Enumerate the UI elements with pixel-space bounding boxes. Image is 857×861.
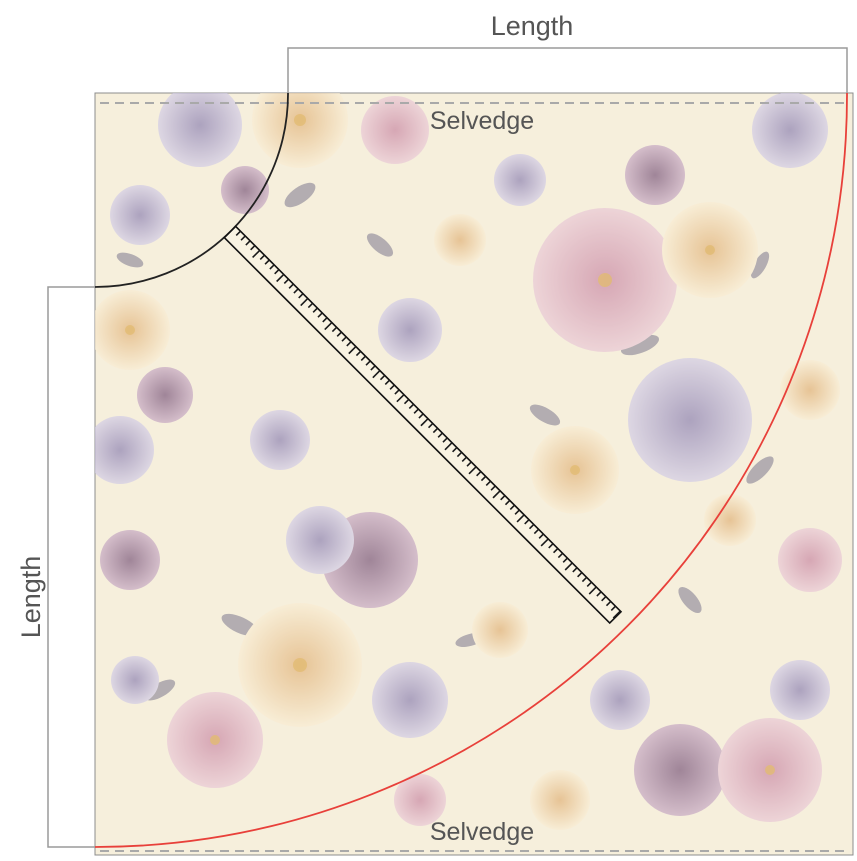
ruler-tick (259, 254, 266, 261)
ruler-tick (427, 422, 434, 429)
ruler-tick (538, 533, 544, 539)
ruler-tick (466, 461, 472, 467)
ruler-tick (485, 480, 492, 486)
ruler-tick (581, 576, 588, 583)
ruler-tick (601, 596, 607, 602)
top-length-bracket (287, 47, 848, 93)
ruler-tick (274, 269, 280, 275)
ruler-tick (336, 331, 343, 337)
left-length-bracket (47, 286, 95, 848)
ruler-tick (403, 398, 410, 405)
ruler-tick (553, 547, 559, 554)
ruler-tick (408, 403, 415, 410)
ruler-tick (588, 586, 597, 595)
ruler-ticks (235, 230, 621, 619)
ruler-tick (492, 490, 501, 499)
ruler-tick (442, 437, 448, 443)
ruler-tick (564, 562, 573, 571)
left-length-label: Length (16, 556, 46, 639)
ruler-tick (557, 552, 564, 559)
ruler-tick (348, 345, 357, 355)
ruler-tick (476, 471, 482, 477)
ruler-tick (548, 543, 554, 549)
ruler-tick (252, 249, 261, 259)
ruler-tick (307, 302, 314, 309)
ruler-tick (394, 389, 400, 395)
ruler-tick (480, 475, 487, 482)
ruler-tick (413, 408, 419, 414)
ruler-tick (577, 571, 583, 578)
ruler-tick (586, 581, 593, 587)
ruler-tick (610, 605, 617, 612)
ruler-tick (418, 413, 424, 419)
ruler-tick (250, 245, 256, 251)
ruler-tick (346, 341, 352, 347)
ruler-tick (516, 514, 525, 523)
ruler-tick (341, 336, 347, 342)
ruler-tick (245, 240, 251, 246)
ruler-tick (276, 273, 285, 283)
floral-fabric-pattern (95, 93, 842, 830)
ruler-tick (490, 485, 496, 491)
ruler-tick (437, 432, 443, 438)
ruler-tick (605, 600, 612, 607)
ruler-tick (533, 528, 540, 535)
ruler-tick (317, 312, 323, 318)
ruler-tick (288, 283, 294, 289)
ruler-tick (572, 567, 578, 573)
ruler-tick (365, 360, 371, 366)
ruler-tick (504, 499, 511, 506)
ruler-tick (461, 456, 468, 462)
ruler-tick (312, 307, 318, 313)
ruler-tick (444, 442, 453, 451)
selvedge-top-label: Selvedge (430, 107, 534, 135)
ruler-tick (528, 523, 535, 530)
ruler-tick (500, 495, 506, 501)
ruler-tick (360, 355, 367, 361)
ruler-tick (396, 394, 405, 403)
ruler-tick (524, 519, 530, 525)
ruler-tick (540, 538, 549, 547)
ruler-tick (283, 278, 290, 285)
ruler-tick (379, 374, 386, 381)
ruler-tick (370, 365, 376, 371)
ruler-tick (269, 264, 275, 270)
hem-arc (94, 92, 848, 848)
ruler-tick (235, 230, 242, 236)
ruler-tick (372, 370, 381, 379)
ruler-tick (452, 446, 458, 453)
ruler-tick (300, 297, 309, 307)
ruler-tick (456, 451, 463, 458)
ruler-tick (612, 610, 621, 619)
measuring-ruler (223, 225, 623, 625)
ruler-tick (322, 317, 328, 323)
selvedge-bottom-label: Selvedge (430, 818, 534, 846)
ruler-tick (509, 504, 516, 511)
ruler-tick (389, 384, 395, 390)
ruler-tick (562, 557, 568, 563)
ruler-tick (293, 288, 299, 294)
top-length-label: Length (491, 11, 574, 41)
ruler-tick (331, 326, 338, 333)
ruler-tick (264, 259, 270, 265)
ruler-tick (384, 379, 391, 386)
ruler-tick (420, 418, 429, 427)
ruler-tick (468, 466, 477, 475)
ruler-tick (596, 591, 602, 597)
ruler-tick (240, 235, 246, 241)
ruler-tick (355, 350, 362, 357)
ruler-tick (298, 293, 304, 299)
ruler-tick (324, 321, 333, 331)
ruler-tick (514, 509, 520, 515)
ruler-tick (432, 427, 439, 434)
